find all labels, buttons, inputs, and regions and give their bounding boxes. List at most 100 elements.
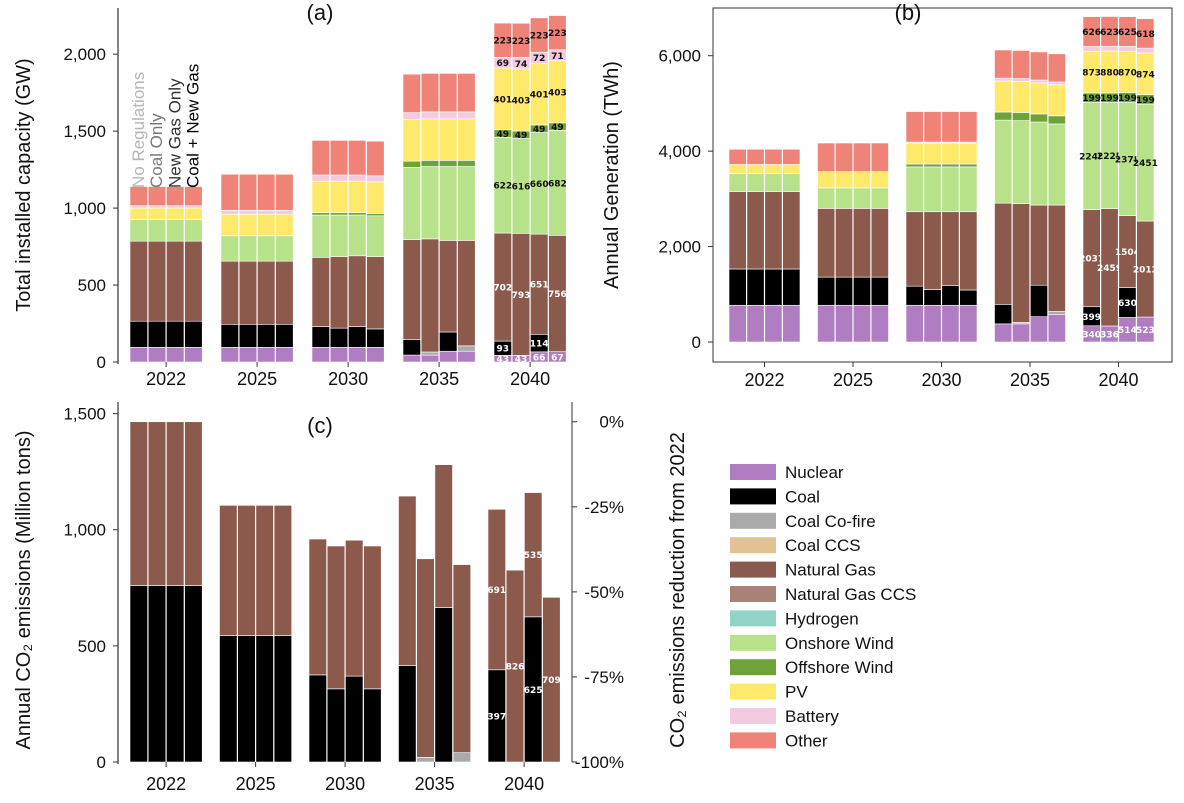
bar-segment-onshore-wind xyxy=(275,235,294,262)
data-label: 623 xyxy=(1100,28,1119,38)
bar-segment-onshore-wind xyxy=(1030,121,1048,206)
bar-segment-offshore-wind xyxy=(1030,113,1048,123)
bar-segment-other xyxy=(1030,51,1048,81)
data-label: 72 xyxy=(533,54,546,64)
bar-segment-onshore-wind xyxy=(457,166,476,241)
data-label: 114 xyxy=(530,340,549,350)
bar-segment-battery xyxy=(348,174,367,182)
bar-segment-natural-gas xyxy=(166,240,185,322)
bar-segment-offshore-wind xyxy=(329,212,349,216)
bar-segment-battery xyxy=(420,111,440,120)
bar-segment-battery xyxy=(129,205,148,209)
bar-segment-other xyxy=(220,173,239,211)
data-label: 630 xyxy=(1118,299,1137,309)
bar-segment-coal xyxy=(923,289,942,306)
bar-segment-pv xyxy=(1012,81,1031,113)
bar-segment-pv xyxy=(257,213,276,237)
x-tick-label: 2022 xyxy=(146,369,186,389)
bar-segment-battery xyxy=(184,205,203,209)
data-label: 2378 xyxy=(1115,155,1140,165)
bar-segment-coal xyxy=(166,585,185,763)
scenario-label: No Regulations xyxy=(129,72,148,188)
bar-segment-onshore-wind xyxy=(835,187,854,209)
data-label: 403 xyxy=(548,88,567,98)
y2-tick-label: 0% xyxy=(599,413,624,432)
bar-segment-coal xyxy=(363,688,382,763)
legend-swatch-pv xyxy=(730,683,776,700)
y2-tick-label: -25% xyxy=(584,498,624,517)
data-label: 880 xyxy=(1100,68,1119,78)
bar-segment-coal xyxy=(166,320,185,348)
bar-segment-coal xyxy=(329,327,349,348)
data-label: 49 xyxy=(533,125,546,135)
bar-segment-nuclear xyxy=(366,347,385,363)
bar-segment-nuclear xyxy=(746,304,765,343)
data-label: 199 xyxy=(1136,96,1155,106)
bar-segment-nuclear xyxy=(1047,314,1066,343)
bar-segment-offshore-wind xyxy=(348,212,367,216)
bar-segment-other xyxy=(782,148,801,165)
data-label: 625 xyxy=(524,686,543,696)
bar-segment-other xyxy=(457,73,476,113)
bar-segment-onshore-wind xyxy=(817,187,836,209)
bar-segment-nuclear xyxy=(994,323,1013,343)
panel-title: (c) xyxy=(307,413,333,438)
bar-segment-coal xyxy=(366,328,385,348)
bar-segment-pv xyxy=(923,142,942,165)
bar-segment-natural-gas xyxy=(184,240,203,322)
y2-tick-label: -50% xyxy=(584,583,624,602)
bar-segment-pv xyxy=(166,207,185,220)
bar-segment-natural-gas xyxy=(524,492,543,618)
bar-segment-onshore-wind xyxy=(402,167,421,240)
legend-swatch-coal-co-fire xyxy=(730,512,776,529)
y-tick-label: 2,000 xyxy=(658,238,701,257)
legend-label-coal-ccs: Coal CCS xyxy=(785,536,861,555)
data-label: 709 xyxy=(542,676,561,686)
data-label: 616 xyxy=(512,182,531,192)
bar-segment-battery xyxy=(311,174,330,182)
panel-b-generation-chart: 0 2,000 4,000 6,000 Annual Generation (TWh) (… xyxy=(601,0,1173,390)
bar-segment-offshore-wind xyxy=(994,111,1013,121)
data-label: 401 xyxy=(530,91,549,101)
bar-segment-coal xyxy=(402,339,421,356)
x-tick-label: 2022 xyxy=(744,370,784,390)
bar-segment-coal xyxy=(129,320,148,348)
bar-segment-pv xyxy=(764,164,783,174)
data-label: 2225 xyxy=(1097,152,1122,162)
data-label: 199 xyxy=(1100,94,1119,104)
y-tick-label: 1,000 xyxy=(63,199,106,218)
data-label: 682 xyxy=(548,179,567,189)
x-tick-label: 2030 xyxy=(328,369,368,389)
data-label: 622 xyxy=(493,182,512,192)
bar-segment-battery xyxy=(147,205,167,209)
bar-segment-natural-gas xyxy=(452,564,472,754)
bar-segment-other xyxy=(257,173,276,211)
bar-segment-other xyxy=(1136,18,1155,49)
bar-segment-onshore-wind xyxy=(220,235,239,262)
y-tick-label: 2,000 xyxy=(63,45,106,64)
x-tick-label: 2025 xyxy=(236,774,276,794)
bar-segment-pv xyxy=(457,118,476,161)
bar-segment-onshore-wind xyxy=(329,214,349,257)
bar-segment-natural-gas xyxy=(746,191,765,270)
bar-segment-onshore-wind xyxy=(420,166,440,240)
data-label: 223 xyxy=(493,37,512,47)
bar-segment-natural-gas xyxy=(345,539,364,677)
bar-segment-offshore-wind xyxy=(923,163,942,168)
data-label: 2037 xyxy=(1079,255,1104,265)
bar-segment-offshore-wind xyxy=(366,213,385,217)
bar-segment-battery xyxy=(1030,79,1048,84)
panel-title: (a) xyxy=(307,0,334,25)
bar-segment-nuclear xyxy=(129,347,148,363)
bar-segment-pv xyxy=(329,180,349,214)
bar-segment-natural-gas xyxy=(366,256,385,330)
data-label: 535 xyxy=(524,551,543,561)
bar-segment-coal xyxy=(220,323,239,348)
bar-segment-coal xyxy=(308,674,327,763)
bar-segment-pv xyxy=(402,119,421,162)
bar-segment-pv xyxy=(1030,82,1048,115)
y-tick-label: 0 xyxy=(97,353,106,372)
bar-segment-other xyxy=(764,148,783,165)
bar-segment-battery xyxy=(329,174,349,182)
bar-segment-nuclear xyxy=(870,304,889,343)
